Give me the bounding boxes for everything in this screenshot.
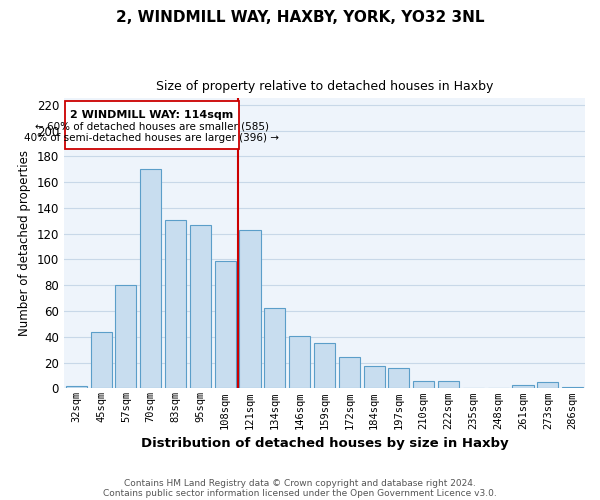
Text: 40% of semi-detached houses are larger (396) →: 40% of semi-detached houses are larger (… [25,134,280,143]
Bar [215,261,236,388]
Bar [364,366,385,388]
Bar [438,380,459,388]
Bar [562,387,583,388]
Title: Size of property relative to detached houses in Haxby: Size of property relative to detached ho… [156,80,493,93]
Bar [239,230,260,388]
Bar [66,386,87,388]
Bar [115,286,136,389]
X-axis label: Distribution of detached houses by size in Haxby: Distribution of detached houses by size … [140,437,508,450]
Y-axis label: Number of detached properties: Number of detached properties [18,150,31,336]
Bar [190,224,211,388]
Bar [264,308,286,388]
Text: 2 WINDMILL WAY: 114sqm: 2 WINDMILL WAY: 114sqm [70,110,233,120]
Text: Contains public sector information licensed under the Open Government Licence v3: Contains public sector information licen… [103,488,497,498]
Text: Contains HM Land Registry data © Crown copyright and database right 2024.: Contains HM Land Registry data © Crown c… [124,478,476,488]
FancyBboxPatch shape [65,101,239,148]
Text: 2, WINDMILL WAY, HAXBY, YORK, YO32 3NL: 2, WINDMILL WAY, HAXBY, YORK, YO32 3NL [116,10,484,25]
Bar [289,336,310,388]
Bar [339,358,360,388]
Bar [140,169,161,388]
Text: ← 60% of detached houses are smaller (585): ← 60% of detached houses are smaller (58… [35,122,269,132]
Bar [314,344,335,388]
Bar [512,384,533,388]
Bar [537,382,559,388]
Bar [165,220,186,388]
Bar [91,332,112,388]
Bar [413,380,434,388]
Bar [388,368,409,388]
